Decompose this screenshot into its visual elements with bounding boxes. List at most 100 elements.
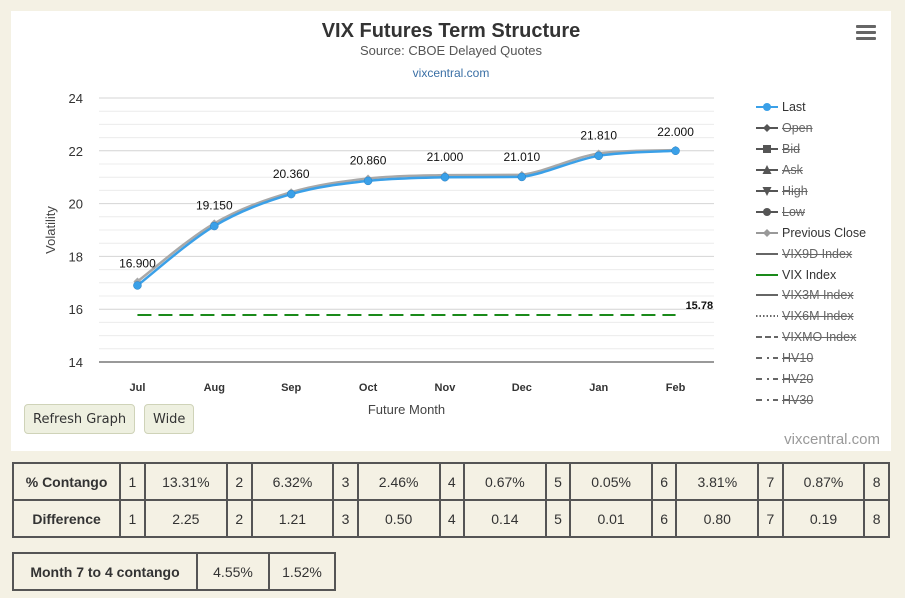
table-cell: 0.14	[462, 499, 547, 538]
x-tick-label: Aug	[204, 382, 225, 394]
legend-item[interactable]: HV10	[756, 348, 891, 369]
legend-symbol-icon	[756, 228, 778, 237]
legend-symbol-icon	[756, 165, 778, 175]
month-number: 8	[863, 499, 890, 538]
legend-label: Last	[782, 100, 806, 115]
legend-item[interactable]: HV30	[756, 389, 891, 410]
month-number: 3	[332, 499, 359, 538]
legend-item[interactable]: High	[756, 181, 891, 202]
legend-symbol-icon	[756, 124, 778, 133]
table-cell: 0.87%	[781, 462, 866, 501]
legend-symbol-icon	[756, 145, 778, 154]
month-number: 4	[438, 499, 466, 538]
vix-index-label: 15.78	[686, 300, 714, 312]
legend-item[interactable]: Bid	[756, 139, 891, 160]
table-cell: 2.25	[143, 499, 229, 538]
x-tick-label: Oct	[359, 382, 378, 394]
legend-symbol-icon	[756, 207, 778, 216]
last-line	[136, 149, 676, 287]
legend-item[interactable]: Low	[756, 201, 891, 222]
month-number: 6	[650, 499, 678, 538]
legend-label: High	[782, 184, 808, 198]
last-point	[594, 151, 603, 161]
legend-item[interactable]: VIX Index	[756, 264, 891, 285]
month-number: 7	[757, 462, 784, 501]
month-number: 5	[544, 462, 572, 501]
table-cell: 6.32%	[250, 462, 335, 501]
table-cell: 0.50	[356, 499, 441, 538]
table-cell: 1.21	[250, 499, 335, 538]
legend-label: Low	[782, 204, 805, 219]
legend-item[interactable]: HV20	[756, 369, 891, 390]
table-cell: 0.19	[781, 499, 866, 538]
last-point	[363, 176, 373, 186]
last-data-label: 21.810	[580, 128, 617, 142]
legend-symbol-icon	[756, 273, 778, 276]
legend-label: HV20	[782, 372, 814, 387]
last-data-label: 19.150	[196, 198, 233, 212]
legend-label: Bid	[782, 142, 801, 157]
x-tick-label: Feb	[666, 382, 686, 394]
table-cell: 2.46%	[356, 462, 441, 501]
legend-label: VIX6M Index	[782, 309, 854, 324]
source-link[interactable]: vixcentral.com	[412, 66, 490, 80]
wide-button[interactable]: Wide	[144, 404, 195, 434]
month-number: 2	[226, 499, 253, 538]
legend-symbol-icon	[756, 252, 778, 255]
month-number: 4	[438, 462, 466, 501]
y-tick-label: 20	[69, 197, 83, 212]
x-tick-label: Jan	[589, 382, 608, 394]
legend-item[interactable]: VIX9D Index	[756, 243, 891, 264]
chart-legend: Last Open Bid Ask High Low Previous Close VIX9D…	[756, 97, 891, 410]
table-cell: 0.05%	[569, 462, 653, 501]
table-cell: 0.80	[675, 499, 760, 538]
table-cell: 13.31%	[143, 462, 229, 501]
x-tick-label: Jul	[129, 382, 145, 394]
y-axis-title: Volatility	[43, 206, 58, 254]
legend-item[interactable]: Previous Close	[756, 222, 891, 243]
month-number: 8	[863, 462, 890, 501]
month-contango-value: 1.52%	[268, 552, 336, 591]
month-number: 5	[544, 499, 572, 538]
month-number: 7	[757, 499, 784, 538]
y-tick-label: 22	[69, 144, 83, 159]
x-tick-label: Dec	[512, 382, 532, 394]
table-cell: 0.67%	[462, 462, 547, 501]
legend-label: Open	[782, 121, 813, 136]
last-data-label: 16.900	[119, 256, 156, 270]
x-tick-label: Sep	[281, 382, 301, 394]
y-tick-label: 14	[69, 355, 83, 370]
refresh-graph-button[interactable]: Refresh Graph	[24, 404, 136, 434]
credit-link[interactable]: vixcentral.com	[784, 431, 880, 448]
y-tick-label: 18	[69, 249, 83, 264]
contango-row: % Contango 1 13.31% 2 6.32% 3 2.46% 4 0.67% 5 0.05…	[11, 462, 890, 501]
month-number: 2	[226, 462, 253, 501]
legend-item[interactable]: VIXMO Index	[756, 327, 891, 348]
legend-item[interactable]: Last	[756, 97, 891, 118]
last-data-label: 20.860	[350, 154, 387, 168]
legend-symbol-icon	[756, 315, 778, 318]
month-number: 3	[332, 462, 359, 501]
legend-item[interactable]: Ask	[756, 160, 891, 181]
contango-table: % Contango 1 13.31% 2 6.32% 3 2.46% 4 0.67% 5 0.05…	[11, 462, 890, 538]
menu-icon[interactable]	[856, 25, 876, 43]
last-point	[133, 281, 142, 290]
chart-title: VIX Futures Term Structure	[321, 20, 581, 42]
legend-item[interactable]: VIX3M Index	[756, 285, 891, 306]
legend-symbol-icon	[756, 357, 778, 360]
last-data-label: 22.000	[657, 125, 694, 139]
last-data-label: 21.010	[503, 150, 540, 164]
legend-item[interactable]: Open	[756, 118, 891, 139]
legend-label: HV10	[782, 351, 814, 366]
previous-close-line	[136, 148, 676, 283]
row-label: Difference	[11, 499, 122, 538]
legend-label: VIX9D Index	[782, 246, 853, 261]
legend-label: VIX3M Index	[782, 288, 854, 303]
table-cell: 3.81%	[675, 462, 760, 501]
legend-label: VIXMO Index	[782, 330, 857, 345]
legend-item[interactable]: VIX6M Index	[756, 306, 891, 327]
last-point	[210, 221, 219, 231]
last-point	[671, 146, 680, 156]
x-axis-title: Future Month	[368, 402, 445, 417]
legend-symbol-icon	[756, 378, 778, 381]
